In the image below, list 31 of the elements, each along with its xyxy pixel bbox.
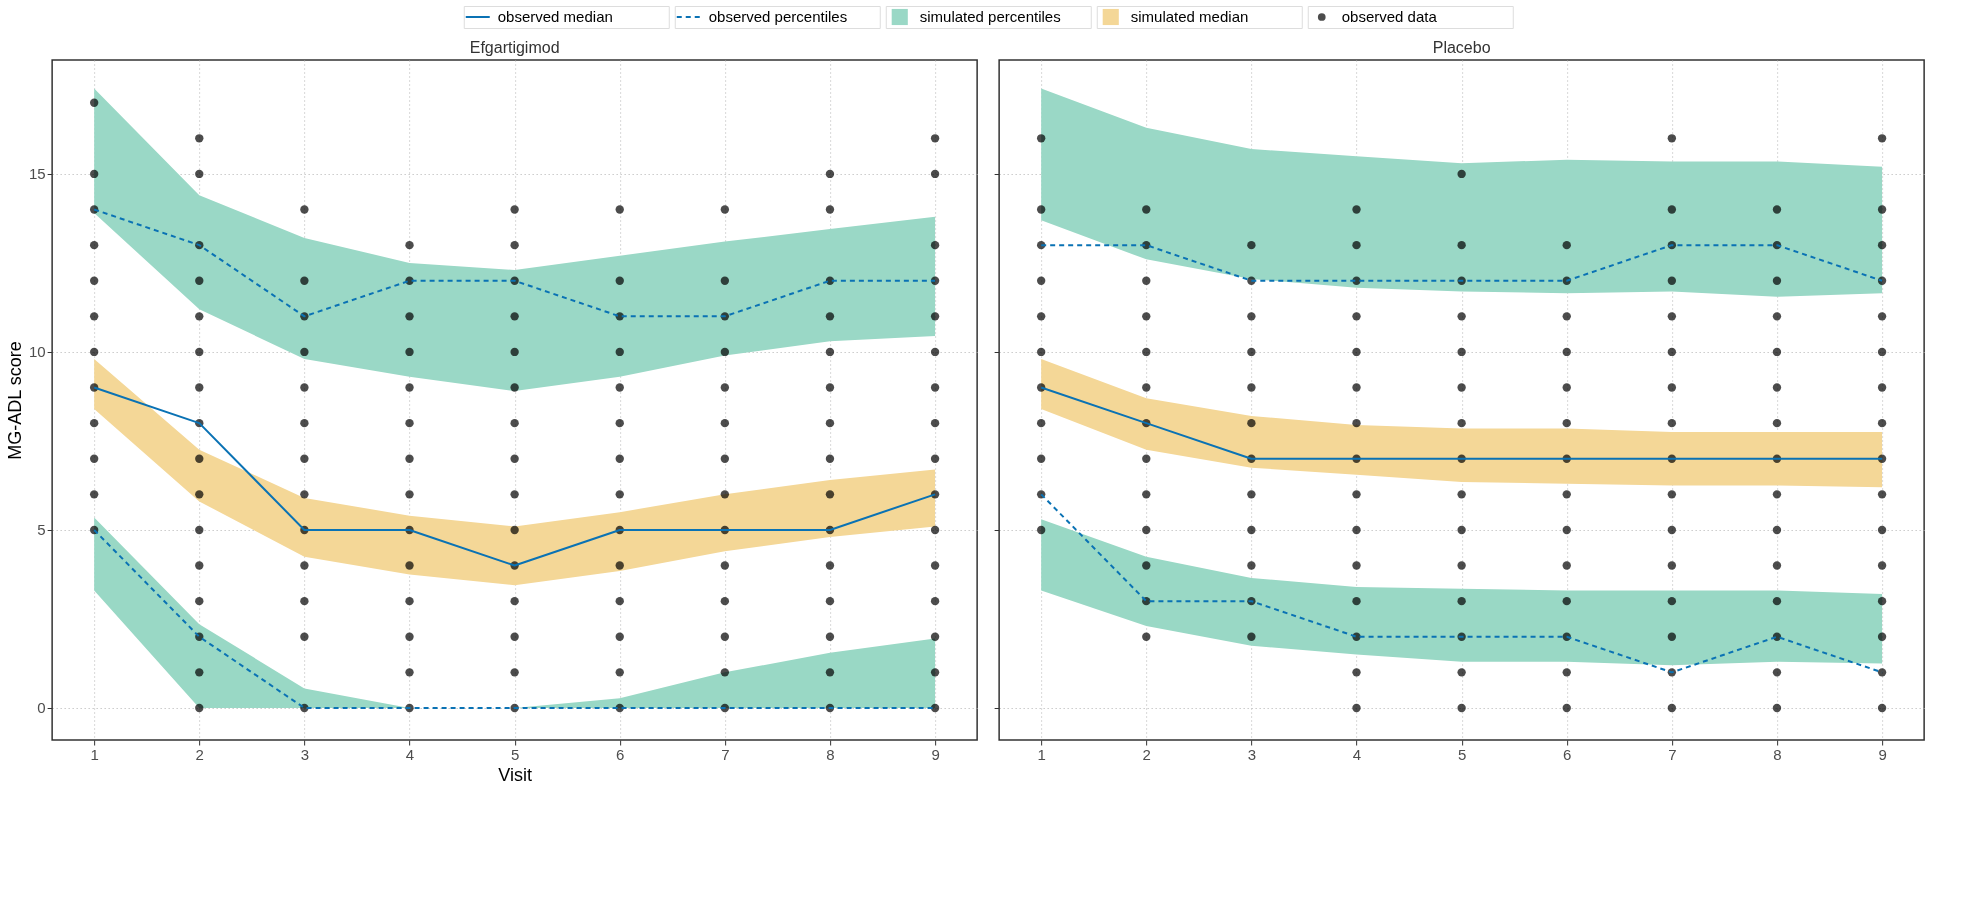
x-tick-label: 7 [1668, 745, 1677, 763]
x-tick-label: 6 [616, 745, 625, 763]
x-tick-label: 3 [1247, 745, 1257, 763]
x-tick-label: 6 [1563, 745, 1572, 763]
x-tick-label: 5 [1457, 745, 1467, 763]
x-tick-label: 1 [1037, 745, 1046, 763]
legend-label: simulated median [1130, 8, 1249, 25]
x-tick-label: 7 [721, 745, 730, 763]
x-tick-label: 3 [300, 745, 310, 763]
x-tick-label: 4 [405, 745, 415, 763]
x-tick-label: 1 [90, 745, 99, 763]
x-tick-label: 5 [510, 745, 520, 763]
x-tick-label: 8 [826, 745, 835, 763]
y-tick-label: 0 [37, 699, 46, 717]
x-tick-label: 9 [931, 745, 940, 763]
x-tick-label: 2 [195, 745, 204, 763]
legend-label: simulated percentiles [919, 8, 1061, 25]
chart-title: Placebo [1432, 39, 1491, 56]
legend-label: observed percentiles [708, 8, 848, 25]
x-tick-label: 9 [1878, 745, 1887, 763]
y-tick-label: 5 [37, 521, 46, 539]
y-tick-label: 10 [28, 343, 46, 361]
legend-label: observed median [497, 8, 613, 25]
x-tick-label: 8 [1773, 745, 1782, 763]
x-tick-label: 2 [1142, 745, 1151, 763]
y-axis-title: MG-ADL score [4, 341, 25, 460]
chart-title: Efgartigimod [469, 39, 560, 56]
y-tick-label: 15 [28, 165, 46, 183]
legend-label: observed data [1341, 8, 1438, 25]
x-tick-label: 4 [1352, 745, 1362, 763]
x-axis-title: Visit [498, 764, 532, 785]
